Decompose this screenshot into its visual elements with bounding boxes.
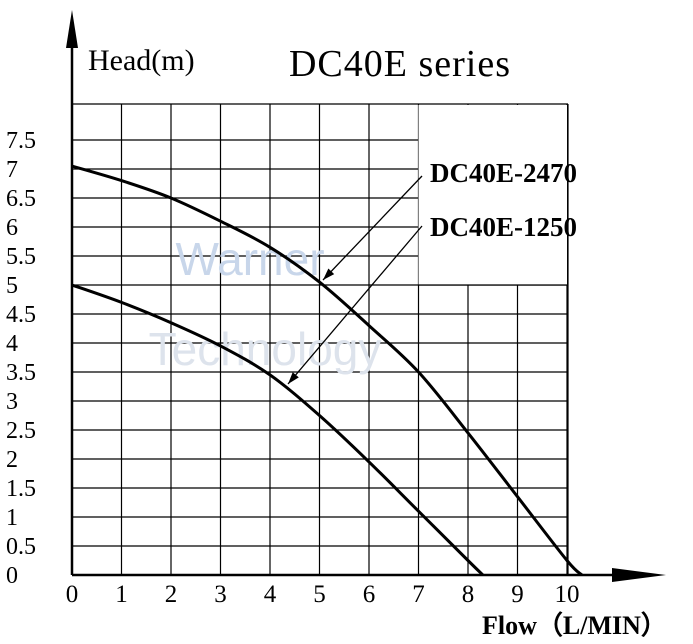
- y-tick-label: 6: [6, 215, 18, 241]
- y-tick-label: 7.5: [6, 128, 36, 154]
- y-tick-label: 4: [6, 331, 18, 357]
- y-axis-label: Head(m): [88, 44, 195, 77]
- y-tick-label: 4.5: [6, 302, 36, 328]
- series-line-dc40e-1250: [72, 283, 484, 575]
- y-axis-arrow: [66, 10, 78, 48]
- x-tick-label: 9: [511, 581, 524, 608]
- x-tick-label: 1: [115, 581, 128, 608]
- y-tick-label: 1.5: [6, 476, 36, 502]
- legend-dc40e-2470: DC40E-2470: [430, 158, 577, 188]
- y-tick-label: 2.5: [6, 418, 36, 444]
- legend-leaders: [287, 175, 423, 385]
- watermark-line-2: Technology: [149, 323, 382, 375]
- chart-title: DC40E series: [289, 43, 511, 85]
- x-tick-label: 4: [264, 581, 277, 608]
- legend-area: [418, 105, 568, 286]
- legend-box: [418, 105, 567, 285]
- x-axis-label: Flow（L/MIN）: [482, 611, 667, 640]
- y-tick-labels: 0 0.5 1 1.5 2 2.5 3 3.5 4 4.5 5 5.5 6 6.5 7 7.5: [6, 128, 36, 589]
- x-tick-label: 8: [462, 581, 475, 608]
- leader-dc40e-1250-arrowhead: [288, 372, 299, 384]
- y-tick-label: 0.5: [6, 534, 36, 560]
- y-tick-label: 3.5: [6, 360, 36, 386]
- watermark-line-1: Warner: [175, 233, 324, 285]
- y-tick-label: 5.5: [6, 244, 36, 270]
- y-tick-label: 5: [6, 273, 18, 299]
- y-tick-label: 6.5: [6, 186, 36, 212]
- leader-dc40e-2470: [322, 175, 423, 281]
- leader-dc40e-1250: [287, 225, 423, 385]
- x-tick-label: 10: [555, 581, 580, 608]
- x-tick-label: 2: [165, 581, 178, 608]
- y-tick-label: 0: [6, 563, 18, 589]
- y-tick-label: 7: [6, 157, 18, 183]
- x-tick-label: 5: [313, 581, 326, 608]
- x-axis-arrow: [612, 568, 666, 582]
- y-tick-label: 2: [6, 447, 18, 473]
- x-tick-label: 0: [66, 581, 79, 608]
- leader-dc40e-2470-arrowhead: [323, 268, 335, 280]
- x-tick-label: 6: [363, 581, 376, 608]
- y-tick-label: 1: [6, 505, 18, 531]
- x-tick-label: 3: [214, 581, 227, 608]
- legend-dc40e-1250: DC40E-1250: [430, 212, 577, 242]
- x-tick-labels: 0 1 2 3 4 5 6 7 8 9 10: [66, 581, 580, 608]
- y-tick-label: 3: [6, 389, 18, 415]
- x-tick-label: 7: [412, 581, 425, 608]
- axes: [66, 10, 666, 582]
- series-layer: [72, 164, 583, 575]
